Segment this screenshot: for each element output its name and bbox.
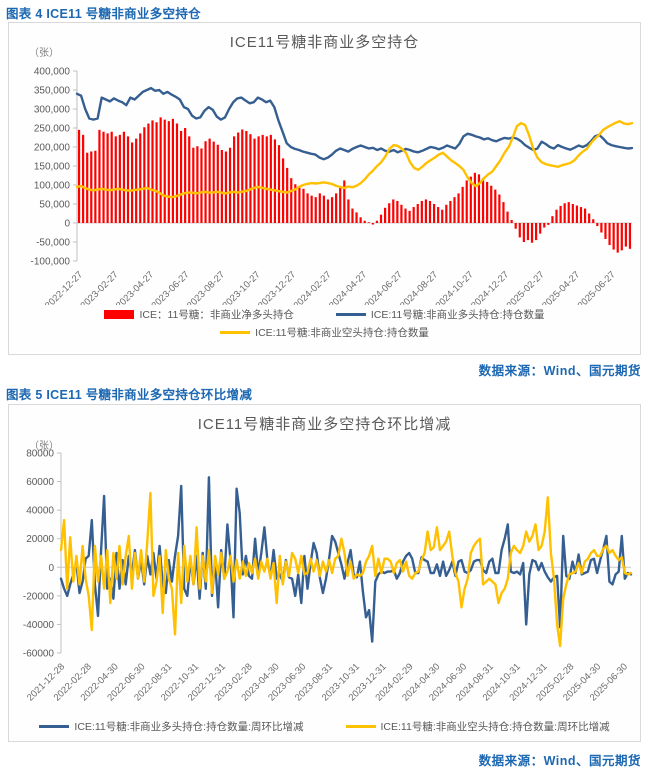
legend-item-short-change: ICE:11号糖:非商业空头持仓:持仓数量:周环比增减 [345,719,610,734]
figure5-unit-label: （张） [29,441,59,452]
svg-text:-40000: -40000 [23,620,55,631]
legend-row-2: ICE:11号糖:非商业空头持仓:持仓数量 [220,325,429,340]
legend-item-net-long: ICE：11号糖：非商业净多头持仓 [104,307,294,322]
svg-text:150,000: 150,000 [34,162,71,173]
svg-text:-20000: -20000 [23,591,55,602]
svg-text:0: 0 [48,563,54,574]
svg-text:2023-10-27: 2023-10-27 [221,269,263,305]
svg-text:2024-12-27: 2024-12-27 [469,269,511,305]
svg-text:-100,000: -100,000 [31,257,71,268]
svg-text:0: 0 [64,219,70,230]
svg-text:250,000: 250,000 [34,124,71,135]
svg-text:2024-04-27: 2024-04-27 [327,269,369,305]
svg-text:350,000: 350,000 [34,86,71,97]
figure4-legend: ICE：11号糖：非商业净多头持仓 ICE:11号糖:非商业多头持仓:持仓数量 … [9,307,640,340]
figure5-chart-title: ICE11号糖非商业多空持仓环比增减 [197,416,452,433]
legend-label: ICE:11号糖:非商业空头持仓:持仓数量:周环比增减 [380,721,610,733]
svg-text:-50,000: -50,000 [36,238,70,249]
figure5-plot: 800006000040000200000-20000-40000-600002… [23,449,633,703]
figure4-caption: 图表 4 ICE11 号糖非商业多空持仓 [6,7,201,21]
svg-text:2022-12-27: 2022-12-27 [43,269,85,305]
svg-text:2023-12-27: 2023-12-27 [256,269,298,305]
svg-text:2024-08-27: 2024-08-27 [398,269,440,305]
svg-text:2025-06-27: 2025-06-27 [576,269,618,305]
svg-text:2023-08-27: 2023-08-27 [185,269,227,305]
figure5-caption: 图表 5 ICE11 号糖非商业多空持仓环比增减 [6,388,253,402]
figure4-plot: 400,000 350,000 300,000 250,000 200,000 150,0… [31,67,634,305]
blue-line-swatch-icon [39,724,70,729]
legend-row-1: ICE:11号糖:非商业多头持仓:持仓数量:周环比增减 ICE:11号糖:非商业… [39,719,610,734]
red-bar-swatch-icon [104,310,135,319]
legend-item-short-positions: ICE:11号糖:非商业空头持仓:持仓数量 [220,325,429,340]
svg-text:2024-06-27: 2024-06-27 [363,269,405,305]
svg-text:2024-10-27: 2024-10-27 [434,269,476,305]
svg-text:2023-06-27: 2023-06-27 [150,269,192,305]
yellow-line-swatch-icon [220,330,251,335]
figure4-unit-label: （张） [29,48,59,59]
figure4-chart-title: ICE11号糖非商业多空持仓 [229,34,420,51]
svg-text:2025-04-27: 2025-04-27 [540,269,582,305]
legend-label: ICE：11号糖：非商业净多头持仓 [139,309,294,321]
svg-text:400,000: 400,000 [34,67,71,78]
svg-text:200,000: 200,000 [34,143,71,154]
svg-text:20000: 20000 [26,534,54,545]
figure5-legend: ICE:11号糖:非商业多头持仓:持仓数量:周环比增减 ICE:11号糖:非商业… [9,719,640,734]
svg-text:50,000: 50,000 [39,200,70,211]
svg-text:2023-04-27: 2023-04-27 [114,269,156,305]
svg-text:300,000: 300,000 [34,105,71,116]
legend-label: ICE:11号糖:非商业多头持仓:持仓数量 [370,309,545,321]
figure4-chart: ICE11号糖非商业多空持仓 （张） 400,000 350,000 300,000… [8,22,641,355]
yellow-line-swatch-icon [345,724,376,729]
legend-label: ICE:11号糖:非商业空头持仓:持仓数量 [255,327,429,339]
figure5-source: 数据来源：Wind、国元期货 [478,754,641,768]
svg-text:60000: 60000 [26,477,54,488]
svg-text:100,000: 100,000 [34,181,71,192]
svg-text:40000: 40000 [26,506,54,517]
blue-line-swatch-icon [335,312,366,317]
svg-text:2023-02-27: 2023-02-27 [79,269,121,305]
legend-item-long-positions: ICE:11号糖:非商业多头持仓:持仓数量 [335,307,545,322]
svg-text:80000: 80000 [26,449,54,460]
legend-label: ICE:11号糖:非商业多头持仓:持仓数量:周环比增减 [74,721,304,733]
legend-row-1: ICE：11号糖：非商业净多头持仓 ICE:11号糖:非商业多头持仓:持仓数量 [104,307,545,322]
svg-text:-60000: -60000 [23,649,55,660]
legend-item-long-change: ICE:11号糖:非商业多头持仓:持仓数量:周环比增减 [39,719,304,734]
svg-text:2025-02-27: 2025-02-27 [505,269,547,305]
figure5-chart: ICE11号糖非商业多空持仓环比增减 （张） 80000 60000 40000 20… [8,404,641,742]
svg-text:2024-02-27: 2024-02-27 [292,269,334,305]
figure4-source: 数据来源：Wind、国元期货 [478,364,641,378]
